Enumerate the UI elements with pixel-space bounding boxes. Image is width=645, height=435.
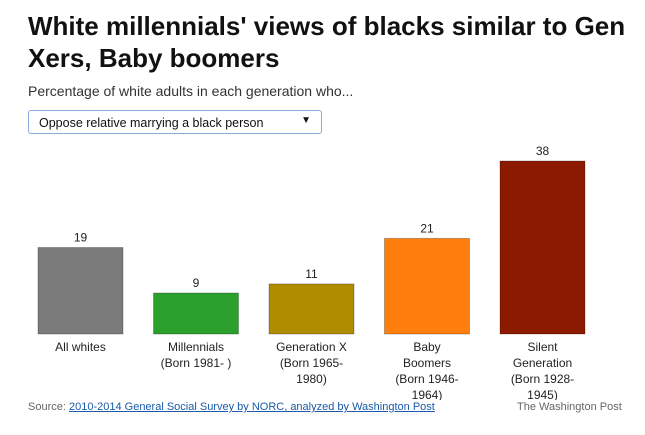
chart-subtitle: Percentage of white adults in each gener…	[28, 83, 354, 99]
bar-4	[499, 160, 586, 335]
question-dropdown[interactable]: Oppose relative marrying a black person …	[28, 110, 322, 134]
category-label-line: All whites	[55, 340, 106, 354]
category-label-line: (Born 1946-	[395, 372, 458, 386]
dropdown-selected-value: Oppose relative marrying a black person	[39, 116, 264, 130]
bar-value-label: 9	[193, 276, 200, 290]
category-label-line: (Born 1965-	[280, 356, 343, 370]
bar-1	[153, 292, 239, 335]
source-link[interactable]: 2010-2014 General Social Survey by NORC,…	[68, 401, 435, 413]
bar-3	[384, 237, 470, 335]
category-label-line: Millennials	[168, 340, 224, 354]
category-label-line: Boomers	[403, 356, 451, 370]
category-label-line: (Born 1928-	[511, 372, 574, 386]
bar-2	[268, 283, 355, 335]
category-label-line: Baby	[413, 340, 440, 354]
category-label: Millennials (Born 1981- )	[161, 340, 232, 370]
triangle-down-icon: ▼	[301, 115, 311, 126]
category-label-line: 1980)	[296, 372, 327, 386]
bar-value-label: 38	[536, 144, 550, 158]
bar-0	[37, 247, 124, 335]
category-label-line: (Born 1981- )	[161, 356, 232, 370]
category-label: Silent Generation (Born 1928- 1945)	[511, 340, 574, 400]
bar-chart: 19 All whites 9 Millennials (Born 1981- ) 11 G…	[37, 144, 586, 400]
bar-value-label: 21	[420, 221, 434, 235]
category-label: Baby Boomers (Born 1946- 1964)	[395, 340, 458, 400]
category-label-line: Generation	[513, 356, 572, 370]
category-label-line: Generation X	[276, 340, 347, 354]
credit-text: The Washington Post	[517, 401, 622, 413]
source-label: Source:	[28, 401, 66, 413]
category-label: All whites	[55, 340, 106, 354]
category-label-line: Silent	[527, 340, 558, 354]
bar-value-label: 11	[305, 267, 318, 281]
bar-value-label: 19	[74, 231, 88, 245]
category-label: Generation X (Born 1965- 1980)	[276, 340, 347, 386]
category-label-line: 1964)	[412, 388, 443, 400]
source-note: Source: 2010-2014 General Social Survey …	[28, 401, 435, 413]
category-label-line: 1945)	[527, 388, 558, 400]
chart-title: White millennials' views of blacks simil…	[28, 11, 626, 73]
